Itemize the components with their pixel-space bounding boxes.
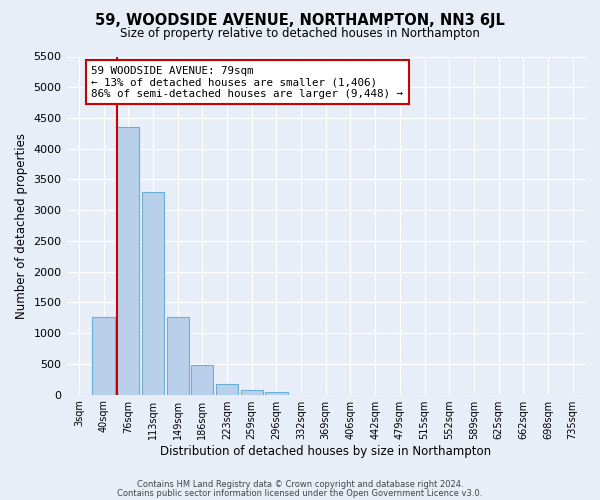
Text: 59, WOODSIDE AVENUE, NORTHAMPTON, NN3 6JL: 59, WOODSIDE AVENUE, NORTHAMPTON, NN3 6J… bbox=[95, 12, 505, 28]
Bar bbox=[191, 365, 214, 394]
Y-axis label: Number of detached properties: Number of detached properties bbox=[15, 132, 28, 318]
Bar bbox=[117, 126, 139, 394]
Bar bbox=[142, 192, 164, 394]
Text: 59 WOODSIDE AVENUE: 79sqm
← 13% of detached houses are smaller (1,406)
86% of se: 59 WOODSIDE AVENUE: 79sqm ← 13% of detac… bbox=[91, 66, 403, 99]
Bar bbox=[92, 316, 115, 394]
X-axis label: Distribution of detached houses by size in Northampton: Distribution of detached houses by size … bbox=[160, 444, 491, 458]
Bar bbox=[167, 316, 189, 394]
Text: Contains public sector information licensed under the Open Government Licence v3: Contains public sector information licen… bbox=[118, 488, 482, 498]
Bar bbox=[241, 390, 263, 394]
Bar bbox=[265, 392, 287, 394]
Text: Size of property relative to detached houses in Northampton: Size of property relative to detached ho… bbox=[120, 28, 480, 40]
Text: Contains HM Land Registry data © Crown copyright and database right 2024.: Contains HM Land Registry data © Crown c… bbox=[137, 480, 463, 489]
Bar bbox=[216, 384, 238, 394]
